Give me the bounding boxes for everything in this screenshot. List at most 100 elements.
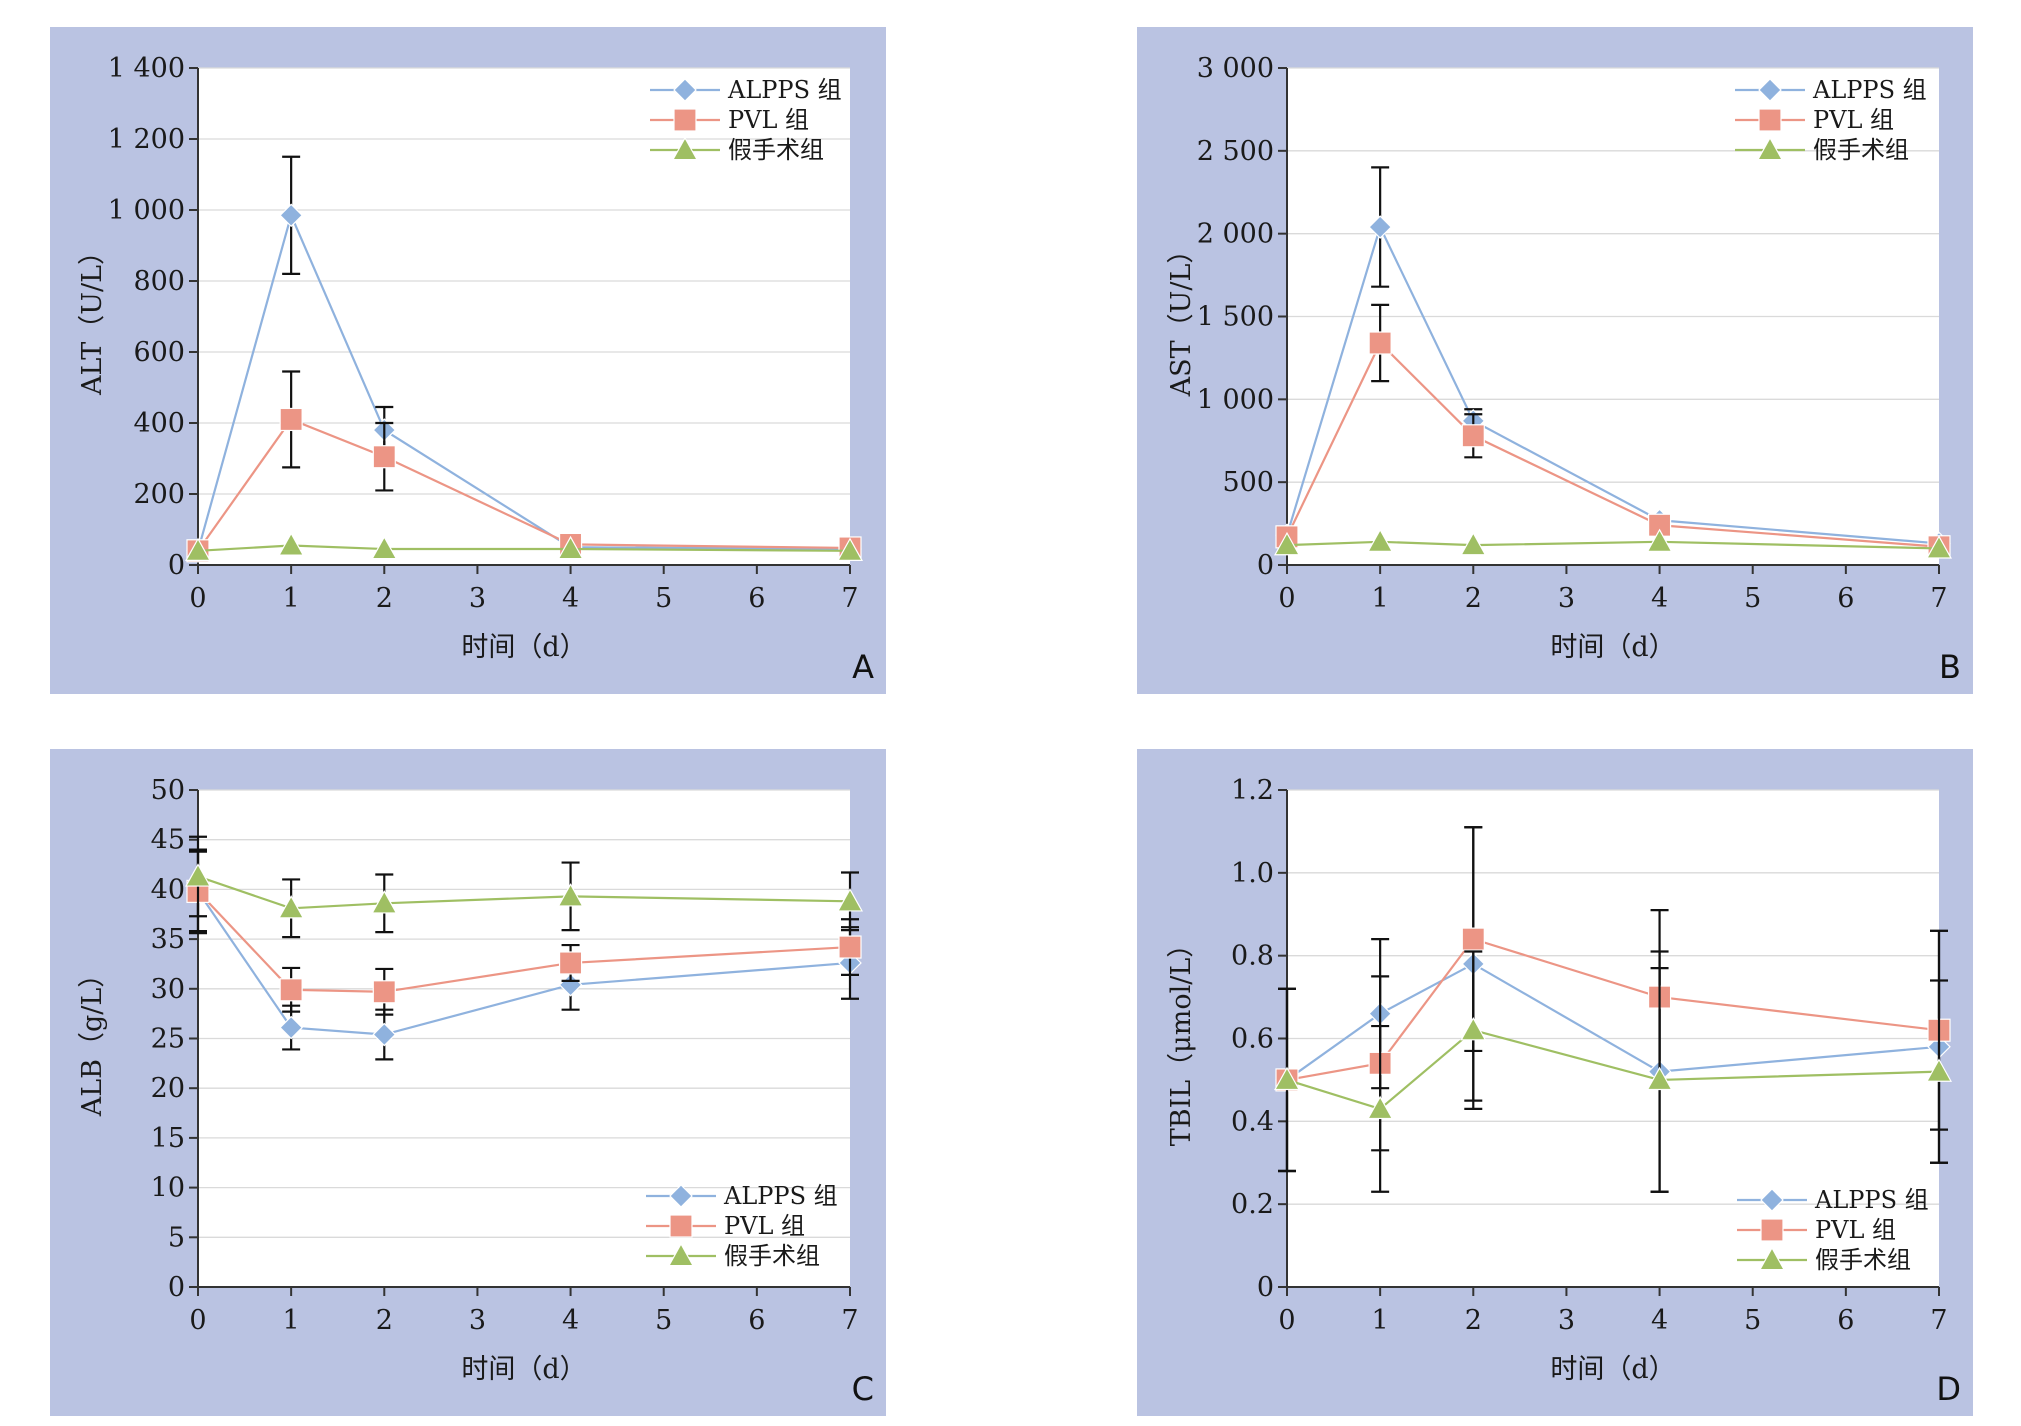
x-tick-label: 4 (562, 1305, 579, 1336)
y-tick-label: 1 400 (108, 53, 185, 84)
y-tick-label: 0.8 (1231, 941, 1274, 972)
data-point (1273, 1066, 1301, 1091)
data-point (279, 407, 303, 432)
legend-marker (1756, 136, 1784, 161)
x-tick-label: 2 (1465, 583, 1482, 614)
legend-label: ALPPS 组 (1814, 1186, 1929, 1214)
series-2 (184, 835, 864, 939)
data-point (279, 978, 303, 1002)
x-axis-label: 时间（d） (461, 632, 586, 663)
y-tick-label: 800 (133, 266, 185, 297)
y-tick-label: 1.2 (1231, 775, 1274, 806)
x-axis-label: 时间（d） (1550, 1354, 1675, 1385)
data-point (838, 935, 862, 959)
data-point (278, 532, 305, 556)
data-point (836, 537, 864, 562)
data-point (1368, 215, 1392, 239)
y-tick-label: 2 000 (1197, 219, 1274, 250)
y-tick-label: 35 (151, 924, 185, 955)
panel-d: 0 0.2 0.4 0.6 0.8 1.0 1.2 0 1 2 3 4 5 6 7 时间（d） TBIL（μmo… (1137, 749, 1973, 1416)
legend-label: ALPPS 组 (1812, 76, 1927, 104)
data-point (1273, 531, 1301, 556)
data-point (184, 537, 212, 562)
x-tick-label: 1 (1372, 1305, 1389, 1336)
x-axis-label: 时间（d） (461, 1354, 586, 1385)
x-tick-label: 4 (1651, 583, 1668, 614)
x-tick-label: 0 (189, 1305, 206, 1336)
series-2 (1273, 528, 1953, 559)
legend-marker (1758, 78, 1782, 102)
data-point (1646, 1066, 1673, 1091)
data-point (1461, 927, 1485, 951)
series-2 (184, 532, 864, 562)
data-point (557, 535, 584, 560)
data-point (1461, 424, 1485, 448)
y-tick-label: 400 (133, 408, 185, 439)
legend-marker (669, 1184, 693, 1208)
y-tick-label: 1.0 (1231, 858, 1274, 889)
y-tick-label: 20 (151, 1073, 185, 1104)
legend-marker (673, 108, 697, 132)
legend-label: PVL 组 (728, 106, 809, 134)
legend-label: 假手术组 (1815, 1246, 1911, 1274)
legend-label: 假手术组 (1813, 136, 1909, 164)
data-point (372, 1022, 397, 1047)
panel-letter: D (1936, 1370, 1961, 1408)
legend-label: ALPPS 组 (727, 76, 842, 104)
data-point (372, 980, 396, 1004)
x-tick-label: 0 (1278, 583, 1295, 614)
y-tick-label: 25 (151, 1024, 185, 1055)
data-point (184, 863, 212, 887)
legend-marker (673, 78, 697, 102)
x-tick-label: 2 (1465, 1305, 1482, 1336)
y-tick-label: 1 000 (1197, 384, 1274, 415)
x-tick-label: 7 (1930, 1305, 1947, 1336)
panel-letter: A (852, 648, 874, 686)
y-tick-label: 200 (133, 479, 185, 510)
x-tick-label: 5 (655, 1305, 672, 1336)
legend-marker (1760, 1218, 1784, 1242)
y-tick-label: 0 (1257, 550, 1274, 581)
x-tick-label: 7 (841, 583, 858, 614)
x-tick-label: 5 (655, 583, 672, 614)
y-tick-label: 2 500 (1197, 136, 1274, 167)
data-point (371, 535, 398, 560)
y-tick-label: 0 (168, 550, 185, 581)
x-tick-label: 2 (376, 1305, 393, 1336)
data-point (1925, 535, 1953, 559)
x-tick-label: 4 (562, 583, 579, 614)
x-tick-label: 7 (841, 1305, 858, 1336)
y-tick-label: 0 (1257, 1272, 1274, 1303)
legend-label: 假手术组 (728, 136, 824, 164)
y-tick-label: 0.2 (1231, 1189, 1274, 1220)
x-tick-label: 3 (469, 583, 486, 614)
x-tick-label: 3 (1558, 1305, 1575, 1336)
plot-area (198, 68, 850, 565)
y-axis-label: AST（U/L） (1166, 237, 1197, 398)
y-tick-label: 30 (151, 974, 185, 1005)
x-tick-label: 4 (1651, 1305, 1668, 1336)
x-tick-label: 5 (1744, 1305, 1761, 1336)
y-tick-label: 5 (168, 1222, 185, 1253)
legend-marker (1758, 108, 1782, 132)
y-tick-label: 0 (168, 1272, 185, 1303)
legend-marker (671, 136, 699, 161)
y-tick-label: 1 000 (108, 195, 185, 226)
x-axis-label: 时间（d） (1550, 632, 1675, 663)
y-axis-label: ALB（g/L） (77, 961, 108, 1118)
y-tick-label: 0.4 (1231, 1106, 1274, 1137)
panel-a: 0 200 400 600 800 1 000 1 200 1 400 0 1 2 3 4 5 6 7 时间（d… (50, 27, 886, 694)
x-tick-label: 6 (1837, 583, 1854, 614)
y-tick-label: 10 (151, 1173, 185, 1204)
data-point (557, 883, 584, 907)
x-tick-label: 1 (1372, 583, 1389, 614)
panel-b: 0 500 1 000 1 500 2 000 2 500 3 000 0 1 2 3 4 5 6 7 时间（… (1137, 27, 1973, 694)
panel-letter: C (852, 1370, 874, 1408)
y-tick-label: 0.6 (1231, 1024, 1274, 1055)
data-point (1646, 528, 1673, 553)
legend-marker (1760, 1188, 1784, 1212)
data-point (372, 445, 396, 469)
